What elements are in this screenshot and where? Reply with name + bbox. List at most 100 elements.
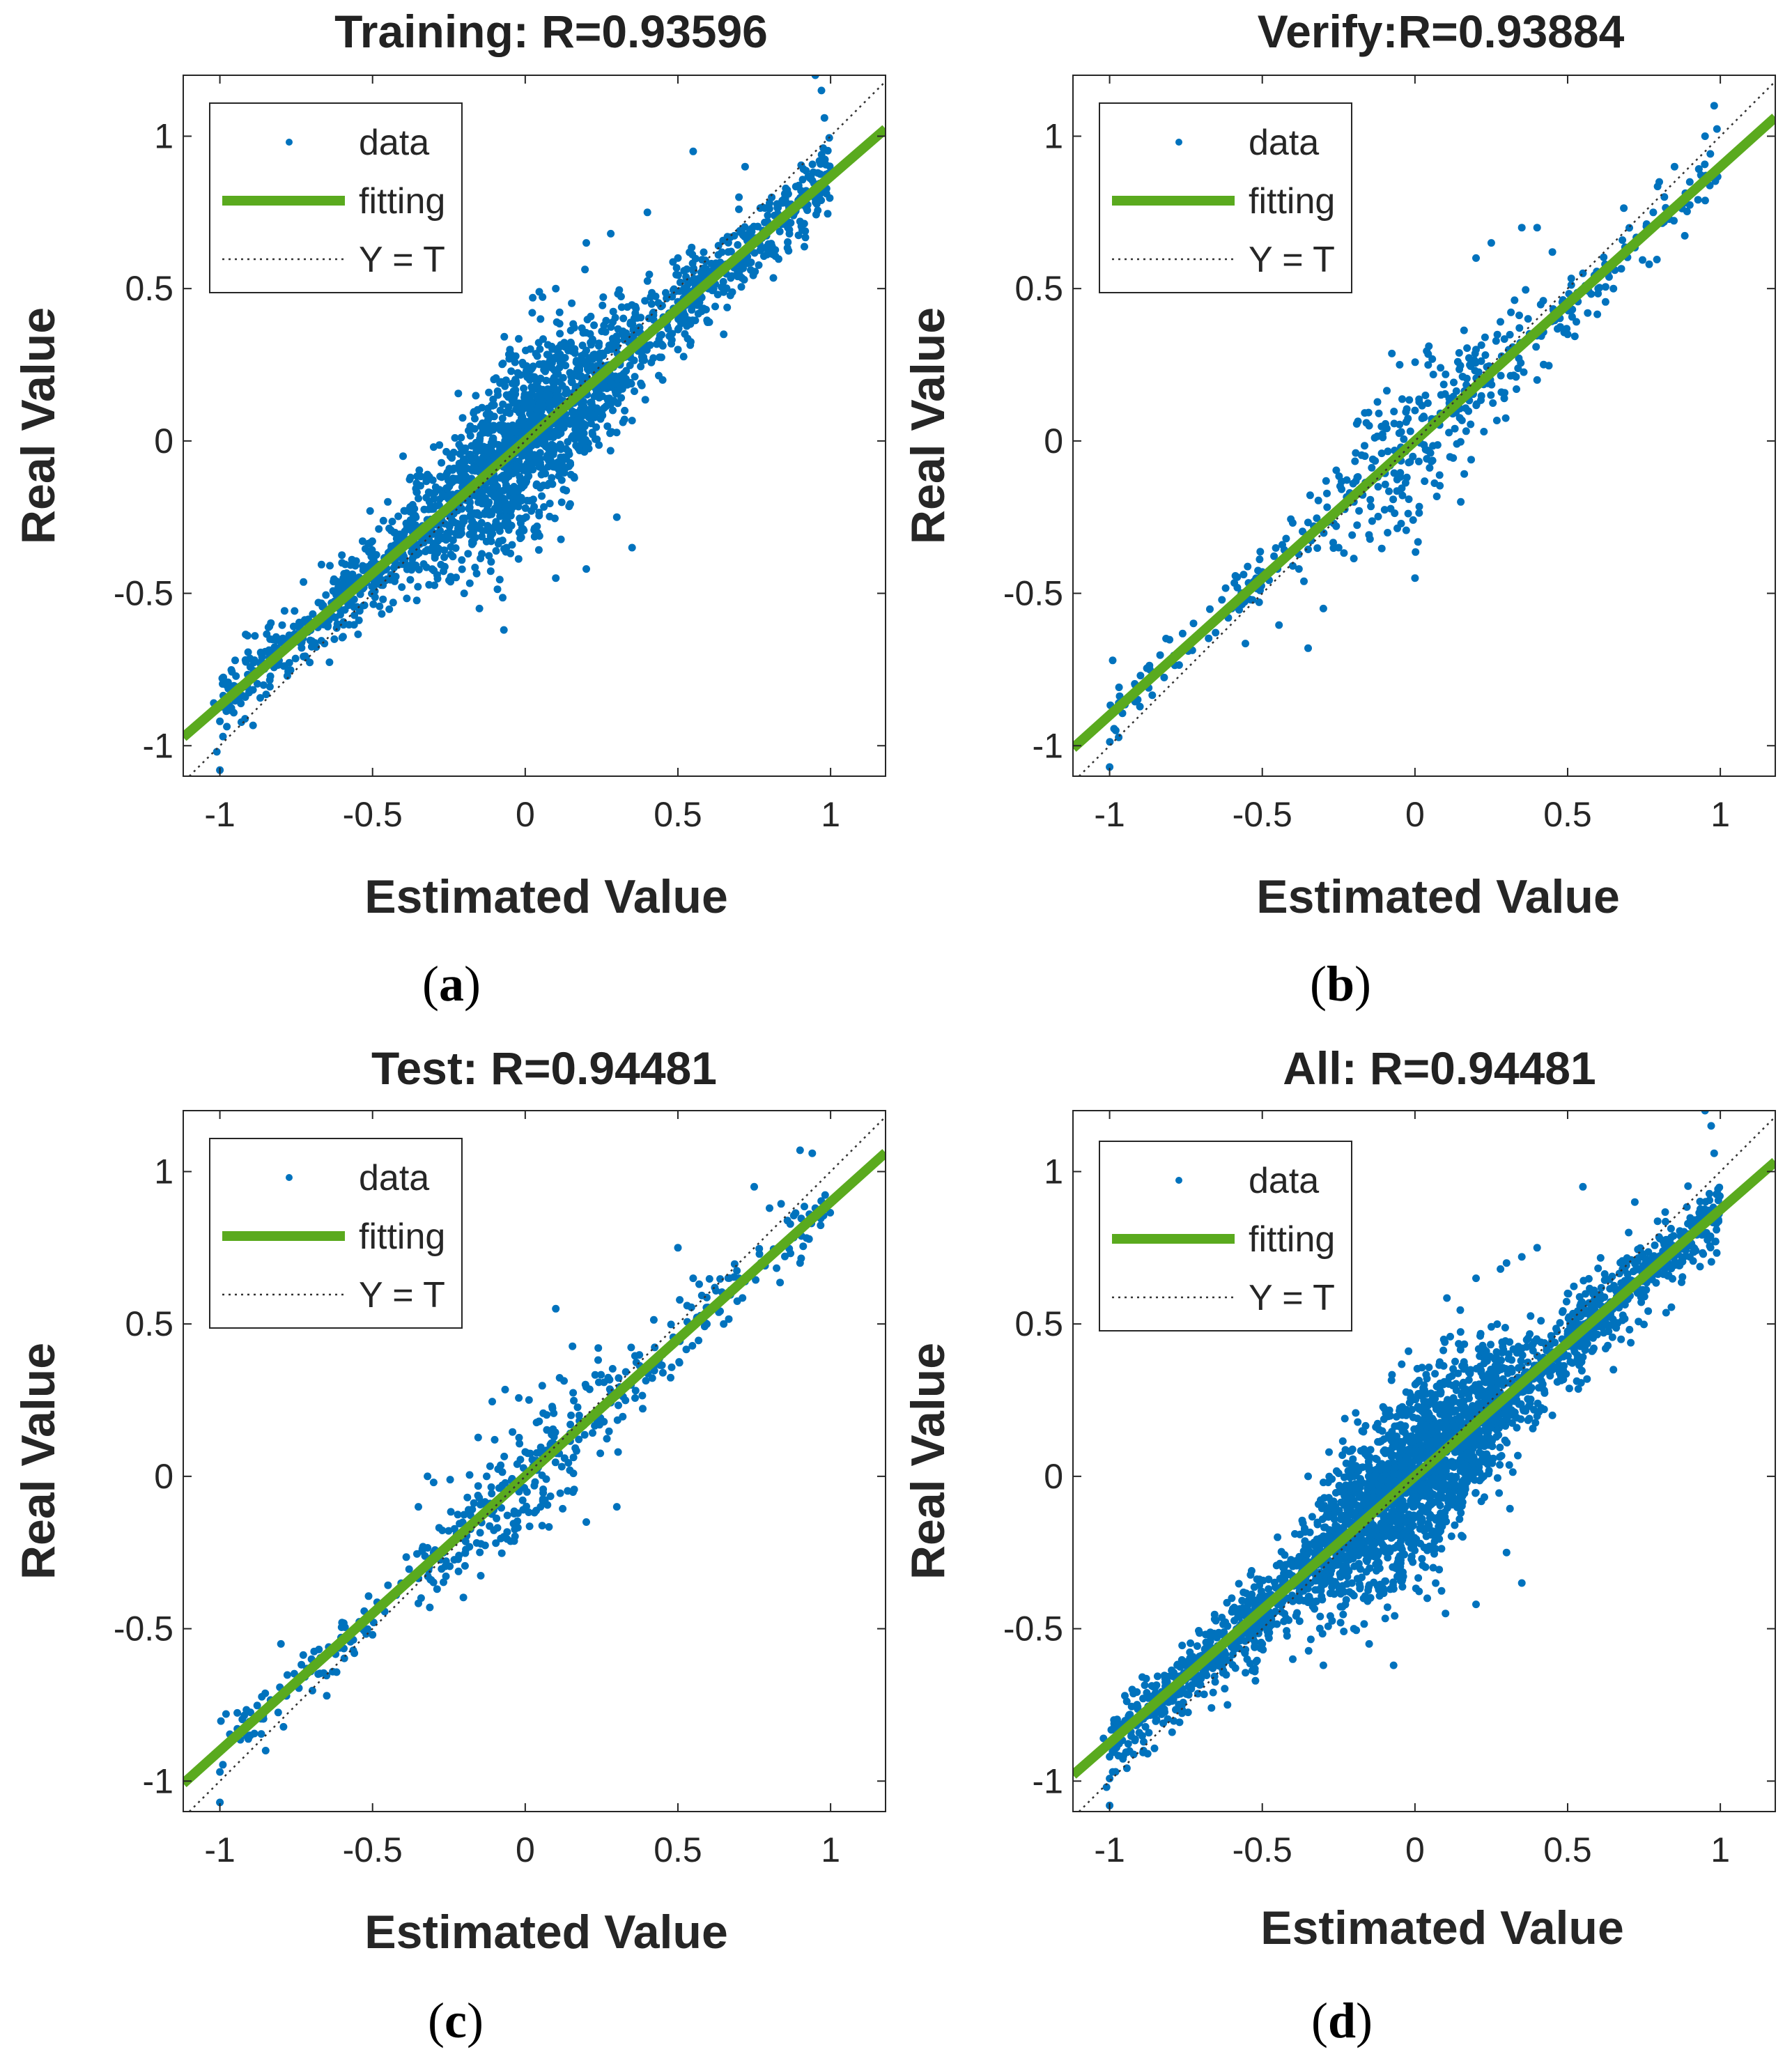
data-point: [821, 1191, 829, 1199]
data-point: [817, 150, 826, 159]
x-tick-label: -1: [1094, 795, 1125, 834]
data-point: [1218, 596, 1226, 604]
data-point: [1396, 361, 1404, 369]
legend-data-marker: [286, 1174, 293, 1181]
data-point: [458, 414, 467, 422]
data-point: [241, 693, 249, 701]
y-axis-label: Real Value: [12, 1343, 65, 1580]
data-point: [569, 1453, 578, 1462]
data-point: [477, 1572, 485, 1580]
data-point: [524, 473, 532, 481]
data-point: [568, 407, 576, 415]
data-point: [482, 410, 491, 419]
data-point: [470, 1499, 478, 1507]
data-point: [465, 579, 474, 587]
data-point: [1373, 398, 1382, 406]
data-point: [1539, 297, 1547, 305]
data-point: [1418, 401, 1426, 410]
data-point: [1357, 451, 1366, 459]
data-point: [415, 466, 424, 474]
data-point: [1451, 424, 1459, 433]
data-point: [620, 336, 628, 344]
x-tick-label: 1: [1710, 795, 1730, 834]
data-point: [487, 557, 495, 566]
data-point: [489, 437, 497, 445]
data-point: [1594, 1264, 1602, 1272]
x-tick-label: -1: [204, 795, 235, 834]
data-point: [331, 613, 339, 622]
data-point: [1384, 447, 1392, 456]
data-point: [734, 241, 742, 249]
data-point: [405, 1565, 413, 1573]
data-point: [1189, 619, 1198, 628]
panel-letter: (b): [1310, 956, 1371, 1012]
data-point: [674, 325, 682, 334]
data-point: [1270, 552, 1279, 560]
data-point: [1706, 1242, 1714, 1250]
data-point: [1683, 208, 1691, 215]
data-point: [406, 576, 415, 584]
data-point: [1350, 555, 1358, 563]
data-point: [1501, 389, 1508, 397]
data-point: [415, 1503, 422, 1511]
data-point: [1506, 371, 1515, 380]
data-point: [379, 595, 387, 603]
data-point: [492, 1539, 500, 1547]
data-point: [1627, 1338, 1635, 1347]
data-point: [499, 594, 507, 602]
data-point: [1156, 651, 1164, 659]
x-tick-label: 1: [821, 795, 840, 834]
data-point: [426, 1603, 434, 1612]
data-point: [526, 345, 534, 353]
data-point: [763, 250, 771, 258]
data-point: [485, 388, 493, 396]
data-point: [824, 210, 832, 218]
data-point: [1187, 1639, 1195, 1647]
data-point: [532, 350, 540, 358]
data-point: [561, 354, 569, 362]
data-point: [465, 1543, 474, 1551]
data-point: [1706, 150, 1715, 158]
data-point: [761, 218, 769, 226]
data-point: [223, 723, 231, 731]
data-point: [735, 193, 743, 201]
data-point: [344, 576, 353, 585]
data-point: [603, 422, 612, 431]
data-point: [532, 454, 541, 461]
data-point: [491, 477, 499, 486]
data-point: [539, 481, 548, 490]
data-point: [1389, 495, 1398, 504]
x-axis-ticks: -1 -0.5 0 0.5 1: [204, 1111, 840, 1869]
data-point: [632, 1358, 640, 1366]
data-point: [464, 550, 472, 558]
data-point: [510, 399, 518, 407]
data-point: [1639, 256, 1646, 264]
data-point: [1645, 260, 1653, 268]
data-point: [449, 448, 458, 456]
data-point: [1462, 404, 1470, 412]
data-point: [326, 562, 334, 570]
data-point: [458, 565, 466, 573]
data-point: [532, 480, 541, 488]
data-point: [1152, 1715, 1161, 1724]
data-point: [489, 395, 497, 403]
data-point: [300, 652, 308, 661]
data-point: [1480, 428, 1488, 435]
data-point: [505, 355, 513, 363]
data-point: [1308, 1513, 1316, 1521]
data-point: [472, 447, 481, 456]
data-point: [672, 264, 681, 272]
data-point: [1507, 308, 1515, 316]
data-point: [253, 1701, 261, 1710]
axes-frame: [183, 75, 886, 777]
data-point: [1136, 672, 1145, 680]
data-point: [352, 557, 360, 565]
data-point: [309, 610, 317, 618]
data-point: [438, 458, 446, 467]
data-point: [300, 578, 308, 586]
data-point: [796, 1146, 804, 1155]
data-point: [265, 683, 274, 691]
data-point: [265, 676, 274, 684]
data-point: [1233, 573, 1242, 581]
data-point: [1393, 524, 1401, 532]
